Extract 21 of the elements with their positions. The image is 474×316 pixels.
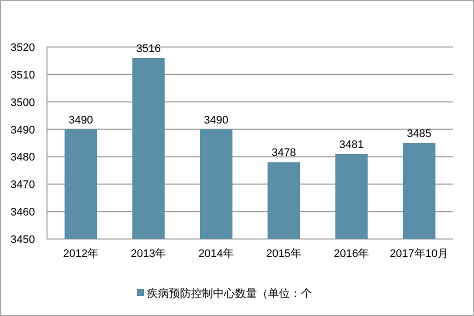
data-label: 3516 <box>136 42 161 55</box>
x-tick-label: 2016年 <box>334 248 370 260</box>
y-tick-label: 3510 <box>10 69 35 82</box>
x-tick-label: 2012年 <box>63 248 99 260</box>
y-tick-label: 3460 <box>10 206 35 219</box>
y-tick-label: 3450 <box>10 234 35 246</box>
y-tick-label: 3490 <box>10 124 35 136</box>
y-tick-label: 3500 <box>10 96 35 109</box>
y-tick-label: 3520 <box>10 42 35 54</box>
data-label: 3490 <box>68 114 94 126</box>
x-tick-label: 2015年 <box>266 248 302 260</box>
y-tick-label: 3470 <box>10 179 35 192</box>
legend-label: 疾病预防控制中心数量（单位：个 <box>147 287 312 300</box>
x-tick-label: 2013年 <box>130 248 166 260</box>
x-tick-label: 2017年10月 <box>390 248 449 260</box>
data-label: 3490 <box>204 114 228 126</box>
data-label: 3481 <box>339 138 364 151</box>
y-tick-label: 3480 <box>10 152 35 164</box>
x-tick-label: 2014年 <box>198 248 234 260</box>
data-label: 3478 <box>272 147 296 160</box>
data-label: 3485 <box>406 128 432 140</box>
